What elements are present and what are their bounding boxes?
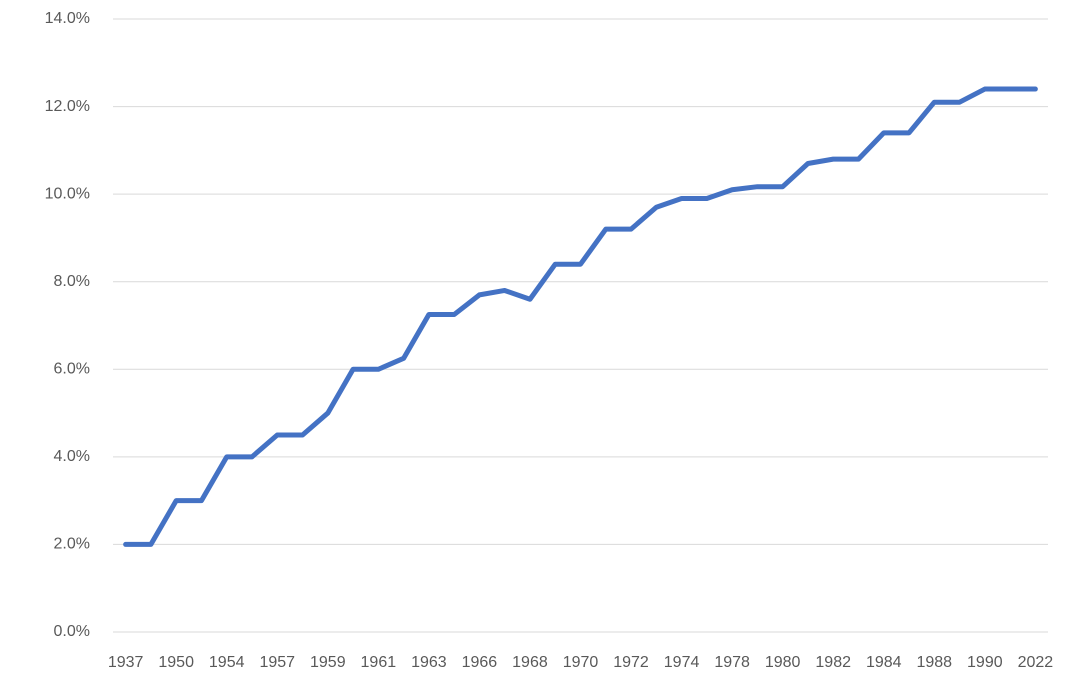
x-tick-label: 1963 <box>411 654 447 671</box>
x-tick-label: 1950 <box>158 654 194 671</box>
x-tick-label: 2022 <box>1018 654 1054 671</box>
x-tick-label: 1972 <box>613 654 649 671</box>
y-tick-label: 10.0% <box>45 185 90 202</box>
x-tick-label: 1957 <box>259 654 295 671</box>
x-tick-label: 1974 <box>664 654 700 671</box>
line-series <box>123 86 1038 547</box>
x-tick-label: 1990 <box>967 654 1003 671</box>
y-tick-label: 4.0% <box>54 448 90 465</box>
x-tick-label: 1968 <box>512 654 548 671</box>
x-tick-label: 1961 <box>361 654 397 671</box>
y-tick-label: 14.0% <box>45 10 90 27</box>
x-tick-label: 1980 <box>765 654 801 671</box>
y-tick-label: 2.0% <box>54 536 90 553</box>
x-tick-label: 1937 <box>108 654 144 671</box>
x-tick-label: 1959 <box>310 654 346 671</box>
y-tick-label: 12.0% <box>45 98 90 115</box>
y-tick-label: 0.0% <box>54 623 90 640</box>
y-tick-label: 6.0% <box>54 361 90 378</box>
x-tick-label: 1978 <box>714 654 750 671</box>
x-tick-label: 1954 <box>209 654 245 671</box>
x-tick-label: 1966 <box>462 654 498 671</box>
x-tick-label: 1970 <box>563 654 599 671</box>
x-tick-label: 1984 <box>866 654 902 671</box>
x-tick-label: 1988 <box>916 654 952 671</box>
x-tick-label: 1982 <box>815 654 851 671</box>
y-tick-label: 8.0% <box>54 273 90 290</box>
